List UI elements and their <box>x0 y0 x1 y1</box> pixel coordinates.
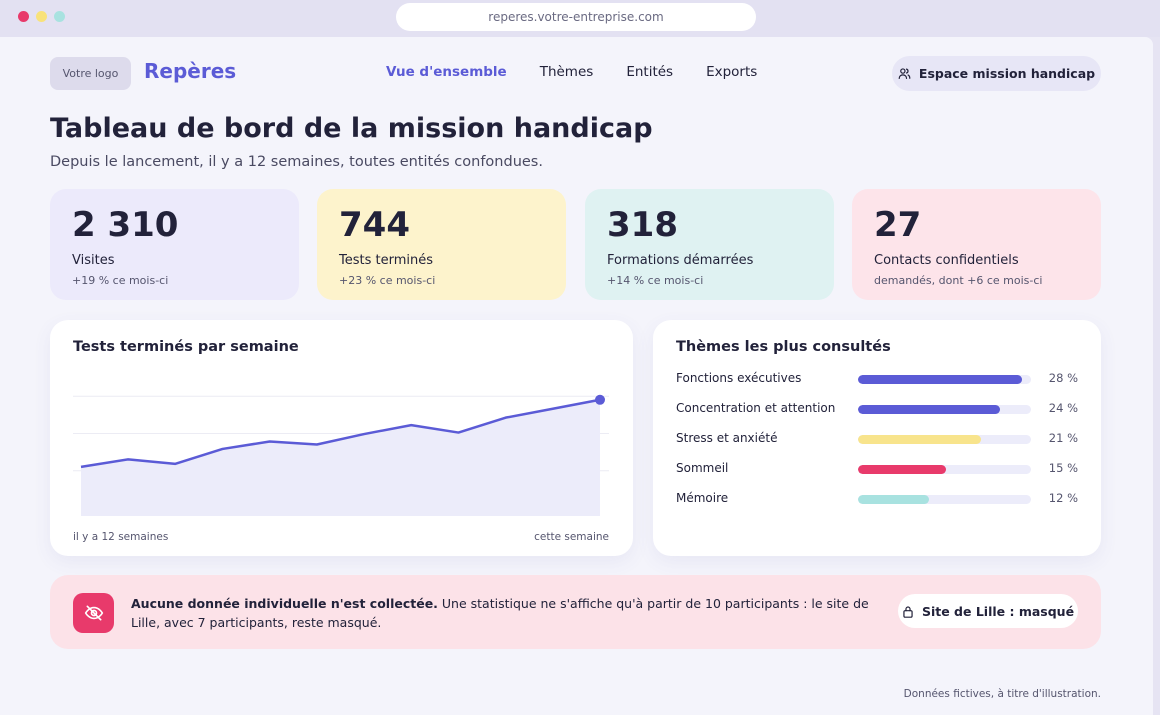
top-themes-card: Thèmes les plus consultés Fonctions exéc… <box>653 320 1101 556</box>
lock-icon <box>903 605 913 618</box>
theme-bar-track <box>858 375 1031 384</box>
nav-item-exports[interactable]: Exports <box>706 64 758 80</box>
theme-label: Stress et anxiété <box>676 431 778 445</box>
kpi-label: Visites <box>72 253 115 268</box>
theme-percent: 24 % <box>1048 401 1078 415</box>
kpi-trend: demandés, dont +6 ce mois-ci <box>874 274 1043 287</box>
nav-item-themes[interactable]: Thèmes <box>539 64 594 80</box>
page-subtitle: Depuis le lancement, il y a 12 semaines,… <box>50 154 543 170</box>
theme-bar-fill <box>858 435 981 444</box>
theme-bar-fill <box>858 495 929 504</box>
top-themes-title: Thèmes les plus consultés <box>676 339 891 355</box>
address-bar[interactable]: reperes.votre-entreprise.com <box>396 3 756 31</box>
theme-label: Concentration et attention <box>676 401 836 415</box>
lille-masked-label: Site de Lille : masqué <box>921 603 1075 619</box>
theme-label: Fonctions exécutives <box>676 371 802 385</box>
weekly-tests-chart <box>73 394 609 516</box>
kpi-label: Formations démarrées <box>607 253 754 268</box>
series-line <box>80 398 601 469</box>
lille-masked-button[interactable]: Site de Lille : masqué <box>898 594 1078 628</box>
page: Votre logo Repères Vue d'ensemble Thèmes… <box>0 37 1153 715</box>
theme-label: Sommeil <box>676 461 729 475</box>
minimize-window-dot[interactable] <box>36 11 47 22</box>
kpi-trend: +14 % ce mois-ci <box>607 274 704 287</box>
browser-chrome: reperes.votre-entreprise.com <box>0 0 1160 37</box>
theme-bar-fill <box>858 375 1023 384</box>
eye-off-icon <box>84 605 103 621</box>
theme-bar-track <box>858 405 1031 414</box>
nav-item-overview[interactable]: Vue d'ensemble <box>386 64 507 80</box>
theme-bar-track <box>858 435 1031 444</box>
theme-bar-fill <box>858 465 947 474</box>
close-window-dot[interactable] <box>18 11 29 22</box>
x-axis-end-label: cette semaine <box>534 531 609 543</box>
kpi-label: Contacts confidentiels <box>874 253 1019 268</box>
privacy-message-bold: Aucune donnée individuelle n'est collect… <box>131 596 438 611</box>
theme-bar-fill <box>858 405 1000 414</box>
theme-row[interactable]: Mémoire 12 % <box>676 491 1078 507</box>
kpi-card-visits: 2 310 Visites +19 % ce mois-ci <box>50 189 299 300</box>
theme-percent: 15 % <box>1048 461 1078 475</box>
privacy-icon-box <box>73 593 114 633</box>
logo-placeholder[interactable]: Votre logo <box>50 57 131 90</box>
latest-point <box>595 394 605 405</box>
kpi-label: Tests terminés <box>339 253 434 268</box>
theme-label: Mémoire <box>676 491 729 505</box>
kpi-card-trainings: 318 Formations démarrées +14 % ce mois-c… <box>585 189 834 300</box>
theme-bar-track <box>858 465 1031 474</box>
mission-space-button[interactable]: Espace mission handicap <box>892 56 1101 91</box>
theme-row[interactable]: Fonctions exécutives 28 % <box>676 371 1078 387</box>
kpi-card-tests: 744 Tests terminés +23 % ce mois-ci <box>317 189 566 300</box>
mission-space-label: Espace mission handicap <box>918 66 1096 81</box>
maximize-window-dot[interactable] <box>54 11 65 22</box>
kpi-trend: +23 % ce mois-ci <box>339 274 436 287</box>
privacy-message: Aucune donnée individuelle n'est collect… <box>131 594 891 632</box>
theme-percent: 21 % <box>1048 431 1078 445</box>
brand-name[interactable]: Repères <box>144 59 237 83</box>
kpi-value: 2 310 <box>72 205 179 245</box>
footer-note: Données fictives, à titre d'illustration… <box>903 688 1101 700</box>
kpi-value: 318 <box>607 205 678 245</box>
theme-row[interactable]: Stress et anxiété 21 % <box>676 431 1078 447</box>
area-fill <box>81 399 600 516</box>
nav-item-entities[interactable]: Entités <box>626 64 674 80</box>
kpi-value: 744 <box>339 205 410 245</box>
x-axis-start-label: il y a 12 semaines <box>73 531 169 543</box>
weekly-tests-card: Tests terminés par semaine il y a 12 sem… <box>50 320 633 556</box>
weekly-tests-title: Tests terminés par semaine <box>73 339 299 355</box>
theme-percent: 28 % <box>1048 371 1078 385</box>
main-nav: Vue d'ensemble Thèmes Entités Exports <box>386 64 790 80</box>
theme-row[interactable]: Sommeil 15 % <box>676 461 1078 477</box>
theme-row[interactable]: Concentration et attention 24 % <box>676 401 1078 417</box>
users-icon <box>898 68 911 79</box>
theme-percent: 12 % <box>1048 491 1078 505</box>
privacy-banner: Aucune donnée individuelle n'est collect… <box>50 575 1101 649</box>
kpi-card-contacts: 27 Contacts confidentiels demandés, dont… <box>852 189 1101 300</box>
privacy-message-body: Une statistique ne s'affiche qu'à partir… <box>131 596 869 630</box>
kpi-trend: +19 % ce mois-ci <box>72 274 169 287</box>
page-title: Tableau de bord de la mission handicap <box>50 113 653 144</box>
theme-bar-track <box>858 495 1031 504</box>
kpi-value: 27 <box>874 205 922 245</box>
